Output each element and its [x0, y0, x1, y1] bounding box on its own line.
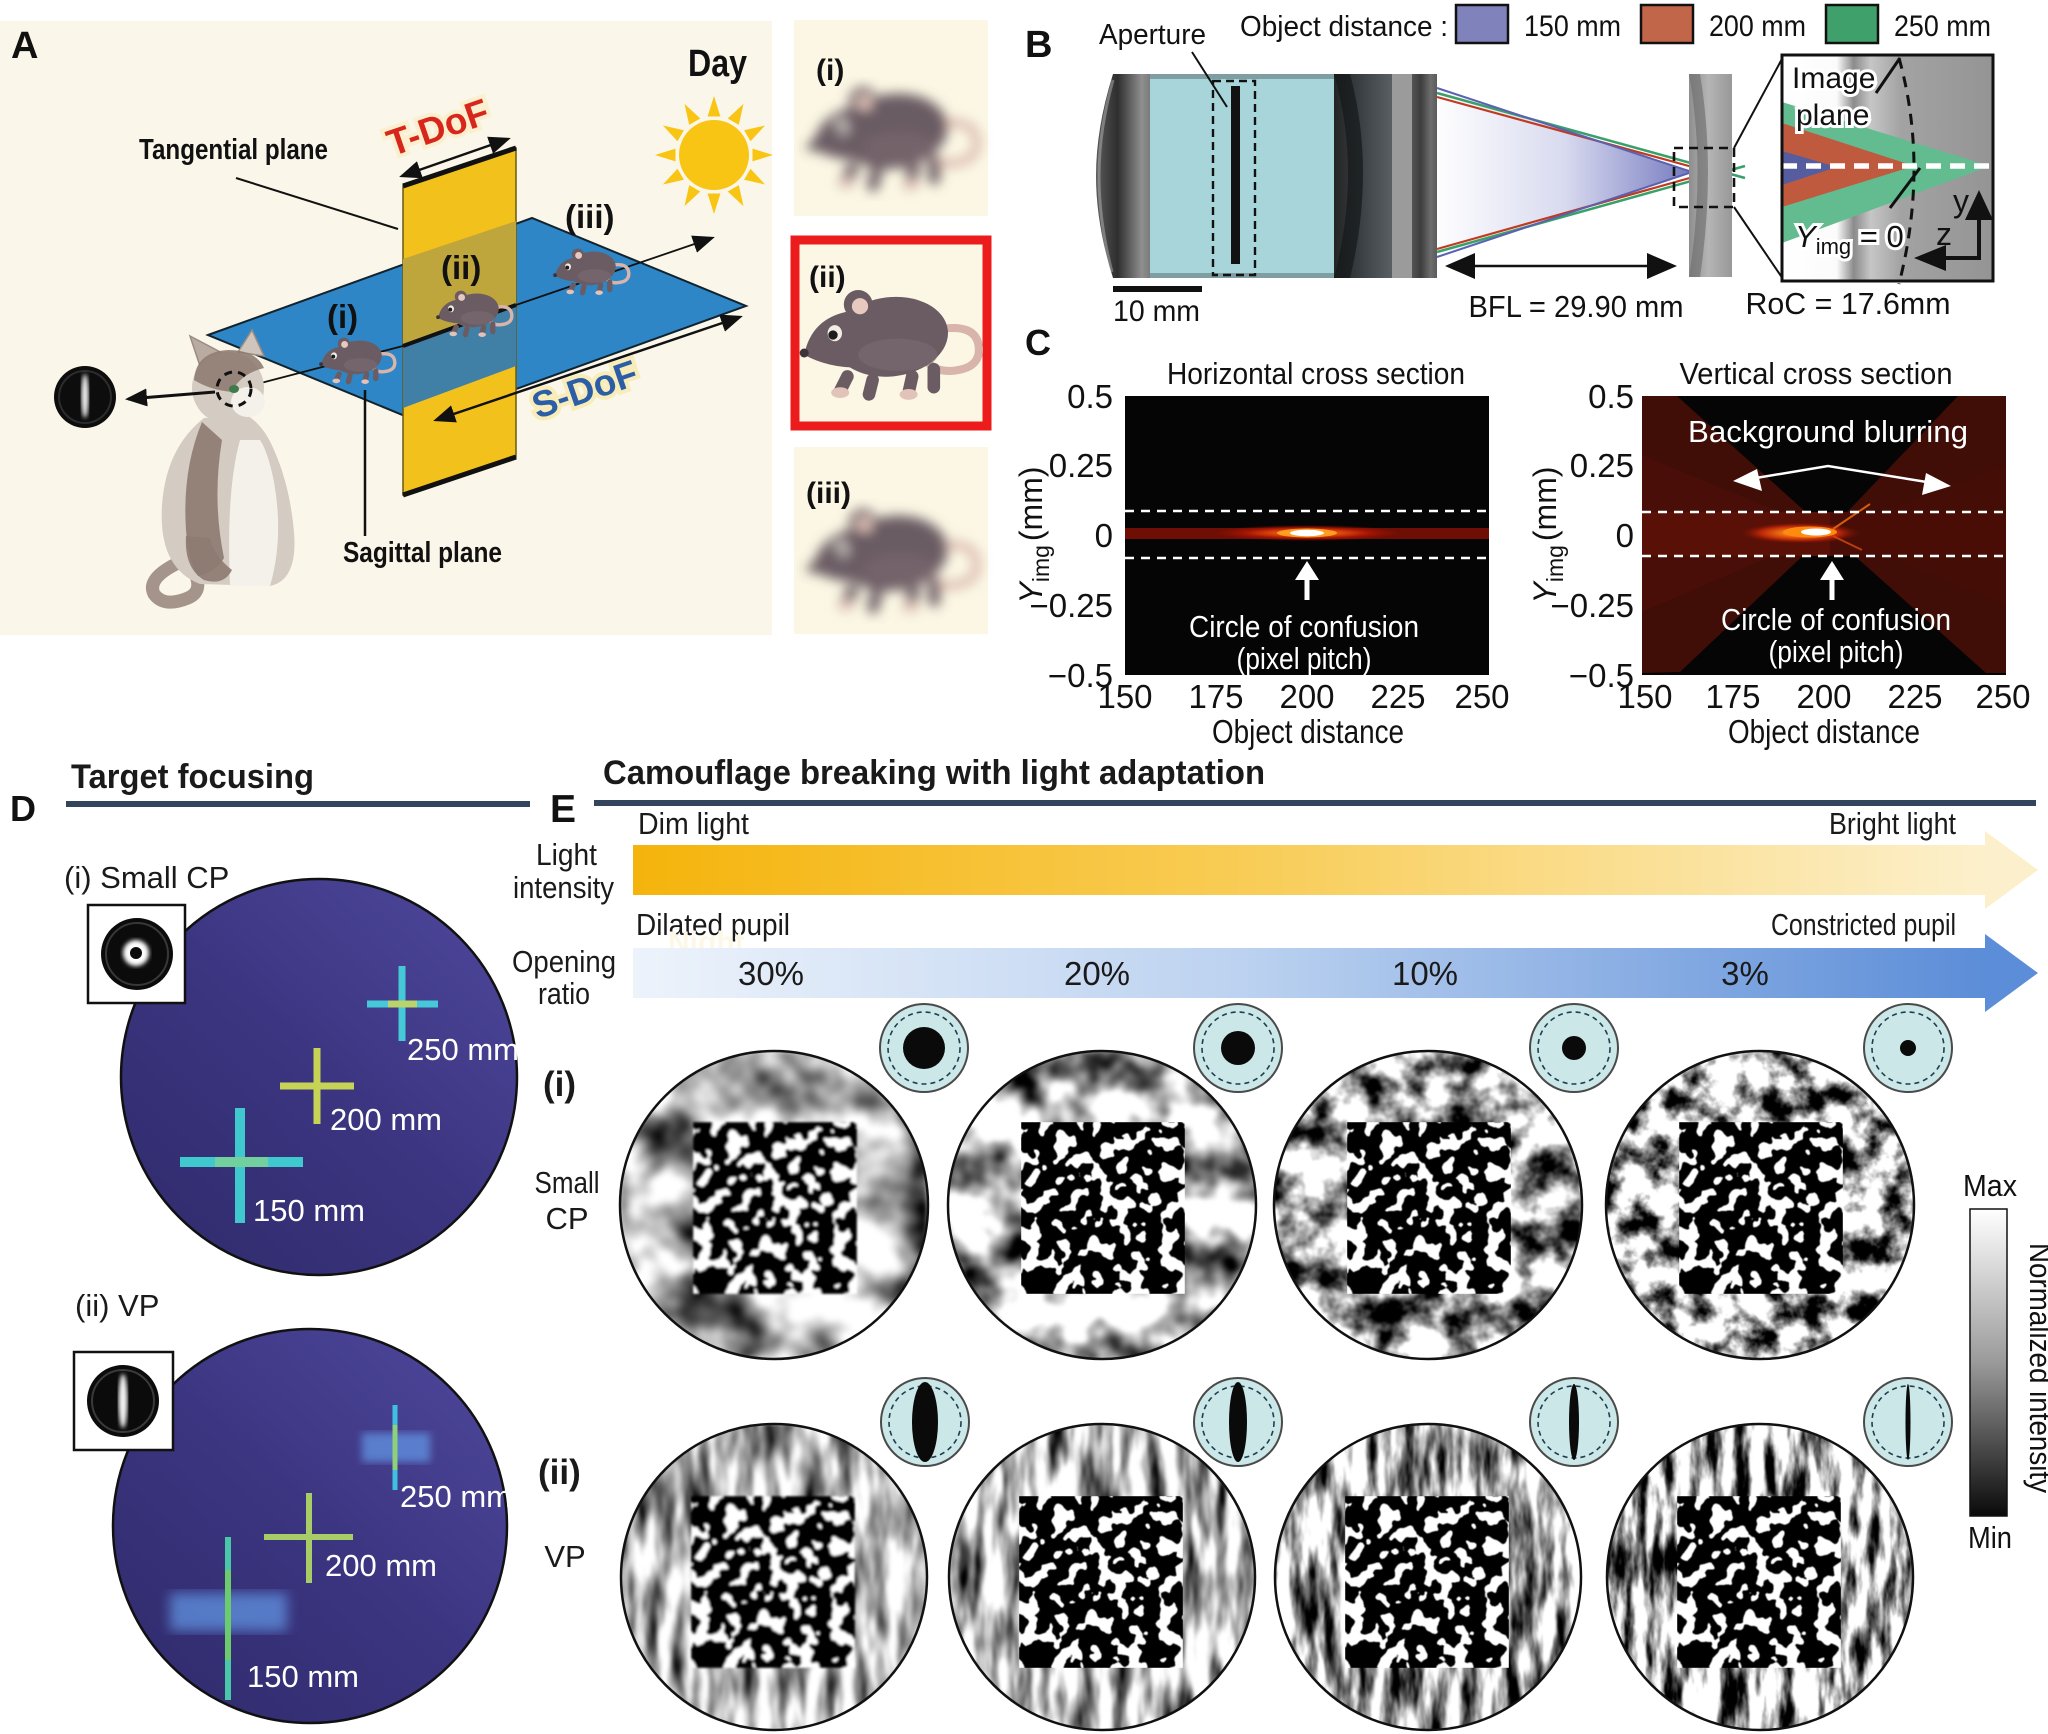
svg-text:250: 250	[1975, 678, 2030, 715]
svg-text:0: 0	[1616, 517, 1634, 554]
svg-text:CP: CP	[545, 1201, 588, 1236]
svg-text:RoC = 17.6mm: RoC = 17.6mm	[1746, 286, 1951, 321]
svg-text:175: 175	[1188, 678, 1243, 715]
svg-text:Min: Min	[1968, 1520, 2012, 1555]
svg-text:Sagittal plane: Sagittal plane	[343, 537, 502, 569]
svg-text:Small: Small	[535, 1165, 600, 1200]
svg-text:D: D	[10, 788, 36, 829]
svg-text:150: 150	[1097, 678, 1152, 715]
svg-text:250 mm: 250 mm	[407, 1032, 519, 1067]
svg-text:Aperture: Aperture	[1099, 19, 1206, 51]
svg-text:A: A	[11, 25, 38, 67]
svg-text:Image: Image	[1792, 62, 1875, 95]
svg-text:Max: Max	[1963, 1168, 2017, 1203]
svg-text:Tangential plane: Tangential plane	[139, 134, 328, 166]
svg-text:Opening: Opening	[512, 944, 616, 979]
svg-text:225: 225	[1887, 678, 1942, 715]
svg-text:(ii): (ii)	[538, 1453, 581, 1492]
svg-text:Day: Day	[688, 43, 747, 85]
svg-text:250 mm: 250 mm	[1894, 10, 1991, 43]
svg-text:150 mm: 150 mm	[1524, 10, 1621, 43]
svg-text:200 mm: 200 mm	[330, 1102, 442, 1137]
svg-text:(iii): (iii)	[565, 198, 614, 235]
svg-text:Horizontal cross section: Horizontal cross section	[1167, 356, 1465, 391]
svg-text:0.5: 0.5	[1588, 378, 1634, 415]
svg-text:Normalized intensity: Normalized intensity	[2023, 1243, 2048, 1493]
svg-text:250 mm: 250 mm	[400, 1479, 512, 1514]
svg-text:30%: 30%	[738, 955, 804, 992]
svg-text:Constricted pupil: Constricted pupil	[1771, 907, 1956, 942]
svg-text:VP: VP	[544, 1539, 585, 1574]
svg-text:250: 250	[1454, 678, 1509, 715]
svg-text:Dilated pupil: Dilated pupil	[636, 907, 790, 942]
svg-text:BFL = 29.90 mm: BFL = 29.90 mm	[1469, 289, 1684, 324]
svg-text:(pixel pitch): (pixel pitch)	[1769, 634, 1904, 669]
svg-text:(i): (i)	[327, 298, 358, 335]
svg-text:200: 200	[1796, 678, 1851, 715]
svg-text:10%: 10%	[1392, 955, 1458, 992]
svg-text:0.25: 0.25	[1570, 447, 1634, 484]
svg-text:(ii): (ii)	[809, 261, 846, 294]
svg-text:Target focusing: Target focusing	[71, 758, 314, 796]
svg-text:10 mm: 10 mm	[1113, 295, 1200, 328]
svg-text:Light: Light	[536, 837, 597, 872]
svg-text:(i): (i)	[543, 1065, 576, 1104]
svg-text:3%: 3%	[1721, 955, 1769, 992]
svg-text:Object distance: Object distance	[1728, 713, 1920, 750]
svg-text:20%: 20%	[1064, 955, 1130, 992]
svg-text:z: z	[1936, 216, 1952, 252]
svg-text:Circle of confusion: Circle of confusion	[1189, 609, 1419, 644]
svg-text:(ii): (ii)	[441, 249, 481, 286]
svg-text:200: 200	[1279, 678, 1334, 715]
svg-text:Object distance: Object distance	[1212, 713, 1404, 750]
svg-text:150: 150	[1617, 678, 1672, 715]
svg-text:(ii) VP: (ii) VP	[75, 1288, 159, 1323]
svg-text:intensity: intensity	[513, 870, 614, 905]
svg-text:ratio: ratio	[538, 976, 590, 1011]
svg-text:y: y	[1953, 183, 1969, 219]
svg-text:200 mm: 200 mm	[325, 1548, 437, 1583]
svg-text:C: C	[1025, 322, 1051, 363]
svg-text:Circle of confusion: Circle of confusion	[1721, 602, 1951, 637]
svg-text:(i) Small CP: (i) Small CP	[64, 860, 229, 895]
svg-text:Background blurring: Background blurring	[1688, 414, 1968, 449]
svg-text:0: 0	[1095, 517, 1113, 554]
svg-text:Yimg(mm): Yimg(mm)	[1013, 466, 1054, 603]
svg-text:Object distance :: Object distance :	[1240, 11, 1448, 43]
svg-text:Yimg(mm): Yimg(mm)	[1527, 466, 1568, 603]
svg-text:(iii): (iii)	[806, 477, 851, 510]
svg-text:B: B	[1025, 24, 1052, 66]
svg-text:Vertical cross section: Vertical cross section	[1680, 356, 1953, 391]
svg-text:E: E	[550, 788, 576, 831]
svg-text:0.5: 0.5	[1067, 378, 1113, 415]
svg-text:Camouflage breaking with light: Camouflage breaking with light adaptatio…	[603, 754, 1265, 792]
svg-text:225: 225	[1370, 678, 1425, 715]
svg-text:150 mm: 150 mm	[253, 1193, 365, 1228]
svg-text:0.25: 0.25	[1049, 447, 1113, 484]
svg-text:200 mm: 200 mm	[1709, 10, 1806, 43]
svg-text:Bright light: Bright light	[1829, 806, 1956, 841]
svg-text:175: 175	[1705, 678, 1760, 715]
svg-text:150 mm: 150 mm	[247, 1659, 359, 1694]
svg-text:−0.25: −0.25	[1551, 587, 1635, 624]
svg-text:plane: plane	[1796, 99, 1869, 132]
svg-text:−0.5: −0.5	[1048, 657, 1113, 694]
svg-text:−0.5: −0.5	[1569, 657, 1634, 694]
svg-text:Dim light: Dim light	[638, 806, 749, 841]
svg-text:−0.25: −0.25	[1030, 587, 1114, 624]
svg-text:(pixel pitch): (pixel pitch)	[1237, 641, 1372, 676]
svg-text:(i): (i)	[816, 54, 844, 87]
